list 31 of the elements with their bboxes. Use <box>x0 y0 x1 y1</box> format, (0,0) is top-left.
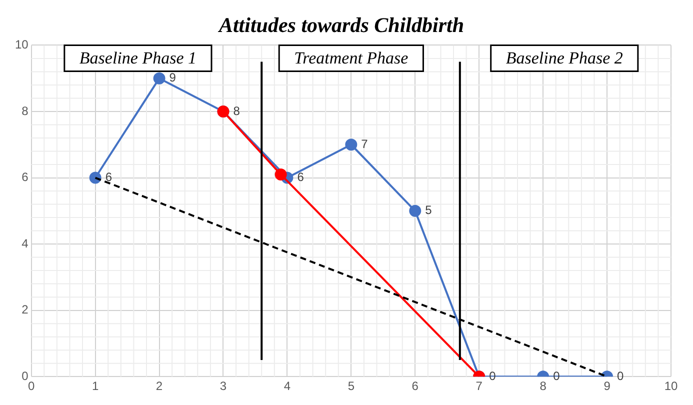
data-label: 8 <box>233 104 240 118</box>
point <box>153 72 166 84</box>
y-tick-label: 6 <box>22 170 29 184</box>
y-tick-label: 4 <box>22 236 29 250</box>
x-tick-label: 6 <box>412 379 419 394</box>
point <box>274 168 287 180</box>
y-tick-label: 0 <box>22 368 29 383</box>
annotation: Baseline Phase 1 <box>79 48 197 68</box>
data-label: 6 <box>297 170 304 184</box>
data-label: 0 <box>617 368 624 383</box>
x-tick-label: 10 <box>664 379 678 394</box>
chart-title: Attitudes towards Childbirth <box>216 13 464 38</box>
y-tick-label: 2 <box>22 302 29 317</box>
data-label: 9 <box>169 70 176 85</box>
data-label: 7 <box>361 136 368 151</box>
x-tick-label: 3 <box>220 379 227 394</box>
x-tick-label: 5 <box>348 379 355 394</box>
point <box>345 138 358 151</box>
y-tick-label: 8 <box>22 104 29 118</box>
x-tick-label: 4 <box>284 379 291 394</box>
x-tick-label: 8 <box>540 379 547 394</box>
y-tick-label: 10 <box>14 38 29 52</box>
annotation: Treatment Phase <box>294 48 409 68</box>
x-tick-label: 2 <box>156 379 163 394</box>
x-tick-label: 7 <box>476 379 483 394</box>
annotation: Baseline Phase 2 <box>506 48 624 68</box>
data-label: 5 <box>425 203 432 218</box>
data-label: 6 <box>105 170 112 184</box>
x-tick-label: 9 <box>604 379 611 394</box>
point <box>409 204 422 217</box>
x-tick-label: 1 <box>92 379 99 394</box>
